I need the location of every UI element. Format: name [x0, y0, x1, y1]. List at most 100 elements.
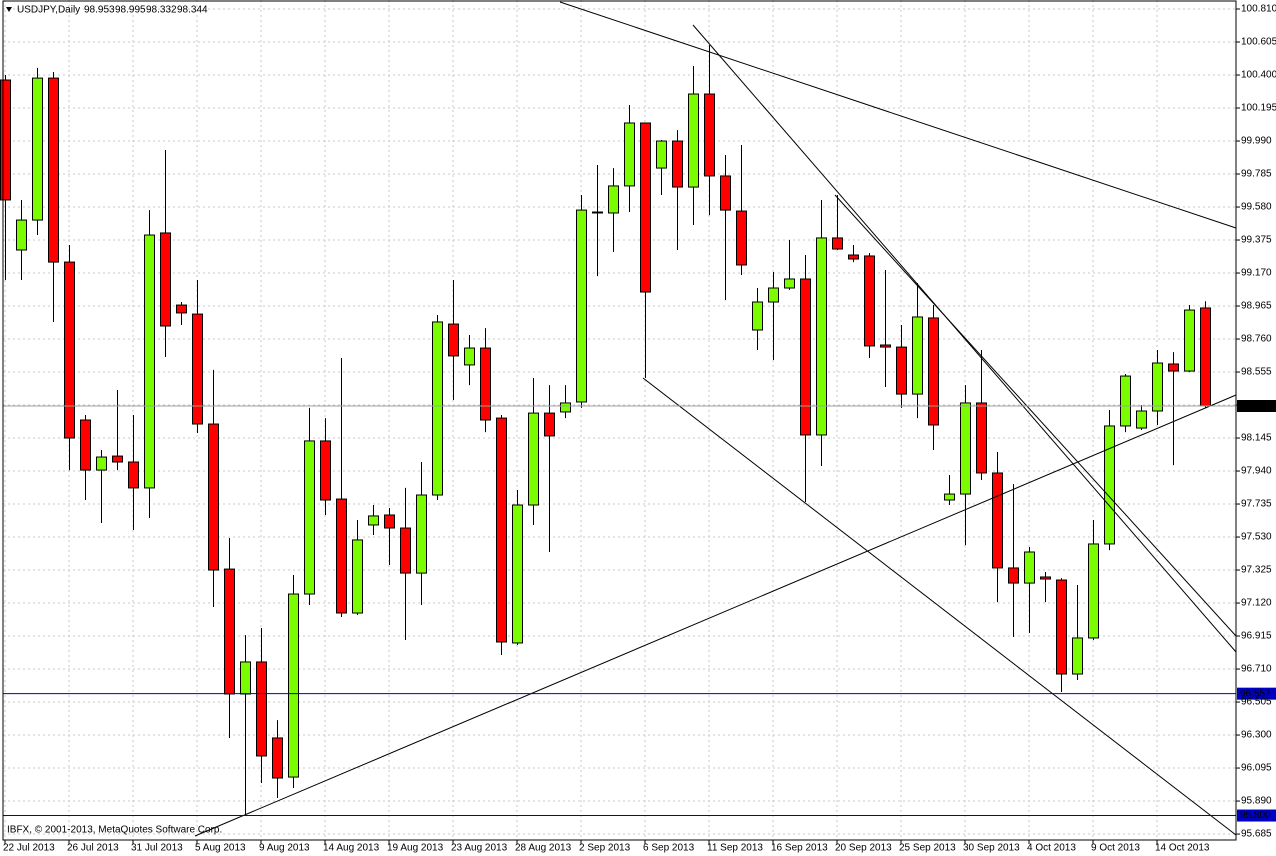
candle-body	[880, 344, 891, 348]
candle-body	[480, 347, 491, 421]
candle-body	[288, 593, 299, 778]
candle-body	[544, 412, 555, 437]
x-tick-label: 22 Jul 2013	[3, 843, 55, 854]
y-tick-label: 97.325	[1241, 565, 1272, 576]
x-tick-label: 30 Sep 2013	[963, 843, 1020, 854]
y-tick-label: 99.990	[1241, 136, 1272, 147]
candle-body	[864, 255, 875, 347]
header-low: 98.332	[146, 5, 177, 16]
candles	[0, 45, 1211, 816]
x-tick-label: 26 Jul 2013	[67, 843, 119, 854]
candle-body	[320, 440, 331, 501]
plot-frame	[2, 0, 1237, 841]
candle-body	[464, 347, 475, 366]
overlay: 96.557 95.800 98.344	[3, 399, 1276, 822]
y-tick-label: 98.350	[1241, 400, 1272, 411]
x-tick-label: 9 Oct 2013	[1091, 843, 1140, 854]
y-tick-label: 98.555	[1241, 367, 1272, 378]
candle-body	[800, 278, 811, 436]
level-label: 96.557	[1240, 688, 1271, 699]
candle-body	[752, 301, 763, 331]
y-tick-label: 98.965	[1241, 301, 1272, 312]
candle-body	[560, 402, 571, 413]
x-tick-label: 9 Aug 2013	[259, 843, 310, 854]
candle-body	[640, 122, 651, 293]
candle-body	[448, 323, 459, 357]
x-tick-label: 6 Sep 2013	[643, 843, 695, 854]
x-tick-label: 16 Sep 2013	[771, 843, 828, 854]
candle-body	[1184, 309, 1195, 372]
candle-body	[848, 254, 859, 260]
candle-body	[496, 417, 507, 643]
level-label-box	[1237, 687, 1276, 700]
y-tick-label: 100.400	[1241, 70, 1276, 81]
y-tick-label: 99.170	[1241, 268, 1272, 279]
x-tick-label: 5 Aug 2013	[195, 843, 246, 854]
x-tick-label: 23 Aug 2013	[451, 843, 508, 854]
footer: IBFX, © 2001-2013, MetaQuotes Software C…	[7, 825, 222, 836]
y-tick-label: 97.120	[1241, 598, 1272, 609]
candle-body	[1168, 363, 1179, 372]
candle-body	[400, 527, 411, 574]
candle-body	[224, 568, 235, 695]
candle-body	[1024, 551, 1035, 584]
candle-body	[1152, 362, 1163, 412]
y-tick-label: 97.530	[1241, 532, 1272, 543]
y-tick-label: 97.735	[1241, 499, 1272, 510]
x-tick-label: 19 Aug 2013	[387, 843, 444, 854]
candle-body	[656, 140, 667, 169]
candle-body	[112, 455, 123, 463]
candle-body	[0, 79, 11, 201]
y-tick-label: 100.195	[1241, 103, 1276, 114]
candle-body	[736, 210, 747, 266]
y-tick-label: 98.145	[1241, 433, 1272, 444]
candle-body	[160, 232, 171, 327]
trend-line	[834, 194, 1237, 637]
candle-body	[720, 175, 731, 211]
chart-title: USDJPY,Daily	[17, 5, 80, 16]
candle-body	[144, 234, 155, 489]
trend-line	[194, 394, 1237, 837]
y-tick-label: 96.505	[1241, 697, 1272, 708]
trend-line	[692, 24, 1237, 653]
y-tick-label: 96.095	[1241, 763, 1272, 774]
candle-body	[1008, 567, 1019, 584]
header-close: 98.344	[177, 5, 208, 16]
header-open: 98.953	[84, 5, 115, 16]
candle-body	[768, 287, 779, 303]
y-tick-label: 96.710	[1241, 664, 1272, 675]
candle-body	[1056, 579, 1067, 675]
candle-body	[512, 504, 523, 644]
candle-body	[432, 321, 443, 496]
candle-body	[48, 77, 59, 263]
candle-body	[128, 461, 139, 489]
x-tick-label: 20 Sep 2013	[835, 843, 892, 854]
candle-body	[912, 316, 923, 395]
candle-body	[304, 440, 315, 595]
y-tick-label: 99.785	[1241, 169, 1272, 180]
candle-body	[784, 278, 795, 289]
candle-body	[832, 237, 843, 250]
candle-body	[624, 122, 635, 187]
candle-body	[384, 514, 395, 529]
level-label-box	[1237, 809, 1276, 822]
candle-body	[368, 515, 379, 526]
candle-body	[1120, 375, 1131, 427]
x-tick-label: 31 Jul 2013	[131, 843, 183, 854]
candle-body	[80, 419, 91, 471]
y-tick-label: 95.685	[1241, 829, 1272, 840]
candle-body	[1088, 543, 1099, 639]
last-price-label: 98.344	[1240, 401, 1271, 412]
x-tick-label: 14 Oct 2013	[1155, 843, 1210, 854]
trend-lines	[194, 1, 1237, 837]
candle-body	[672, 140, 683, 188]
trend-line	[559, 1, 1237, 229]
x-tick-label: 11 Sep 2013	[707, 843, 763, 854]
candle-body	[336, 498, 347, 614]
candle-body	[944, 493, 955, 501]
y-tick-label: 97.940	[1241, 466, 1272, 477]
header-high: 98.995	[115, 5, 146, 16]
candle-body	[1104, 425, 1115, 545]
